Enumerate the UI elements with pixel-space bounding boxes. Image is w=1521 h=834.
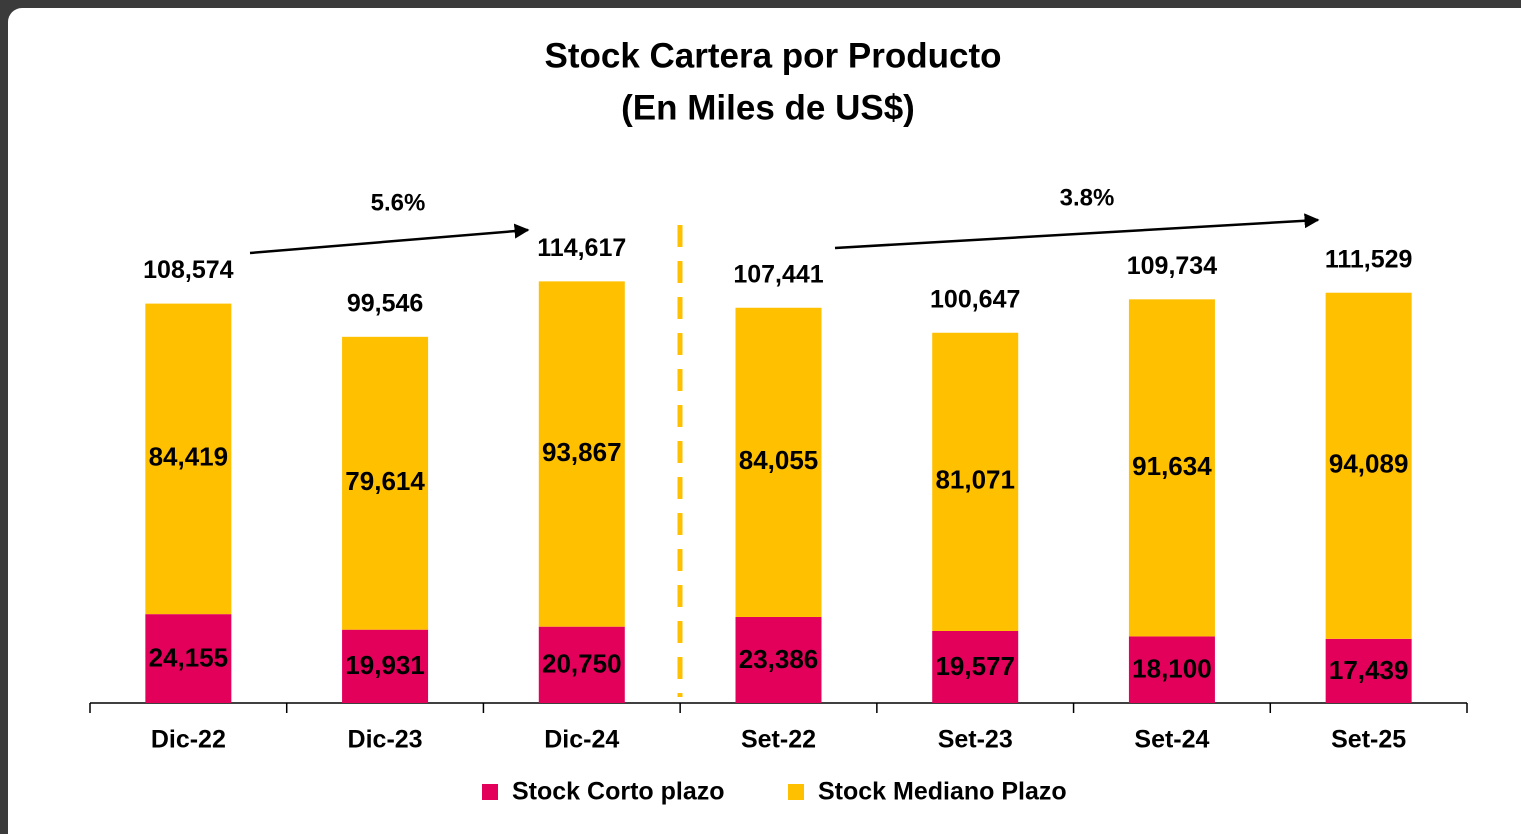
data-label: 94,089 [1329,449,1409,479]
bar-segment [1128,636,1215,703]
legend-swatch [788,784,804,800]
annotation: 5.6% [371,189,426,216]
legend-swatch [482,784,498,800]
legend-label: Stock Mediano Plazo [818,778,1067,806]
data-label: 24,155 [149,642,229,672]
data-label: 17,439 [1329,655,1409,685]
bar-segment [735,307,822,617]
legend-label: Stock Corto plazo [512,778,725,806]
x-tick-label: Dic-23 [348,726,423,754]
bar-segment [342,629,429,703]
data-label: 20,750 [542,649,622,679]
data-label: 84,419 [149,442,229,472]
data-label: 19,931 [345,650,425,680]
bar-segment [538,281,625,627]
x-tick-label: Dic-22 [151,726,226,754]
bar-segment [932,332,1019,631]
total-label: 107,441 [733,260,823,288]
total-label: 100,647 [930,285,1020,313]
bar-segment [1325,292,1412,639]
bar-segment [1325,638,1412,703]
data-label: 81,071 [935,465,1015,495]
annotation: 3.8% [1060,184,1115,211]
x-tick-label: Set-25 [1331,726,1406,754]
data-label: 18,100 [1132,654,1212,684]
x-tick-label: Dic-24 [544,726,619,754]
x-tick-label: Set-23 [938,726,1013,754]
growth-arrow [834,213,1320,250]
x-tick-label: Set-22 [741,726,816,754]
data-label: 23,386 [739,644,819,674]
data-label: 79,614 [345,466,425,496]
total-label: 109,734 [1127,252,1217,280]
total-label: 114,617 [537,234,626,262]
data-label: 91,634 [1132,451,1212,481]
bar-segment [1128,299,1215,637]
total-label: 99,546 [347,289,423,317]
bar-segment [145,303,232,615]
bar-segment [735,616,822,703]
data-label: 84,055 [739,445,819,475]
bar-segment [538,626,625,703]
x-tick-label: Set-24 [1134,726,1209,754]
total-label: 111,529 [1325,245,1413,273]
bar-segment [145,614,232,703]
chart-title: Stock Cartera por Producto [544,36,1001,75]
bar-segment [932,630,1019,703]
bar-segment [342,336,429,630]
growth-arrow [249,223,530,255]
total-label: 108,574 [143,256,233,284]
data-label: 19,577 [935,651,1015,681]
data-label: 93,867 [542,437,622,467]
chart-subtitle: (En Miles de US$) [621,88,915,127]
